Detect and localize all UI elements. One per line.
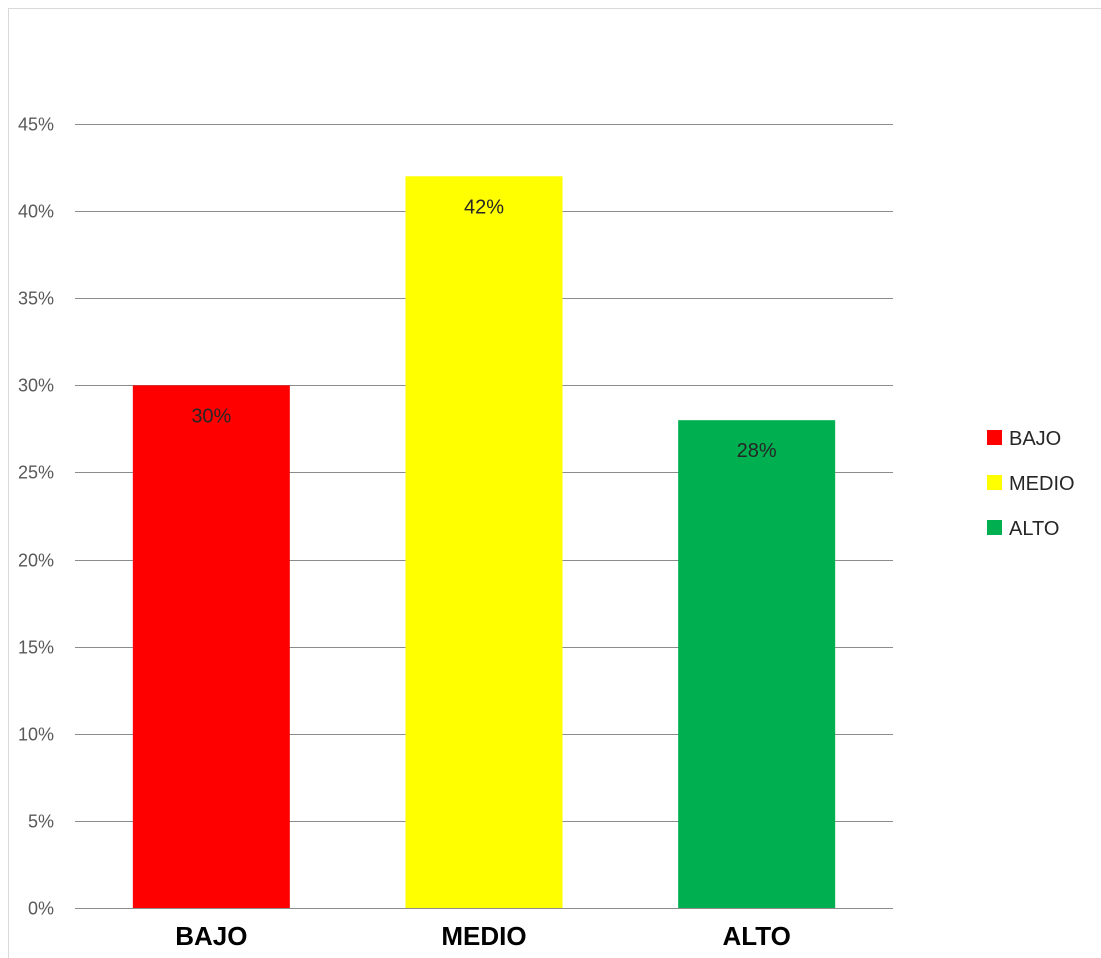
- chart-frame: [8, 8, 1101, 958]
- data-label: 28%: [737, 440, 777, 462]
- bar-medio: [405, 176, 563, 908]
- y-tick-label: 30%: [18, 376, 54, 396]
- data-labels: 30% 42% 28%: [191, 196, 777, 462]
- data-label: 42%: [464, 196, 504, 218]
- bars: [132, 176, 836, 908]
- data-label: 30%: [191, 405, 231, 427]
- x-category-label: ALTO: [722, 921, 790, 951]
- bar-alto: [678, 420, 836, 908]
- y-tick-label: 0%: [28, 899, 54, 919]
- y-tick-label: 5%: [28, 812, 54, 832]
- legend-swatch: [987, 430, 1002, 445]
- legend-swatch: [987, 520, 1002, 535]
- y-tick-label: 20%: [18, 551, 54, 571]
- legend-label: MEDIO: [1009, 473, 1075, 495]
- legend-label: ALTO: [1009, 518, 1059, 540]
- y-axis-tick-labels: 0% 5% 10% 15% 20% 25% 30% 35% 40% 45%: [18, 115, 54, 919]
- y-tick-label: 15%: [18, 638, 54, 658]
- y-tick-label: 45%: [18, 115, 54, 135]
- y-tick-label: 25%: [18, 463, 54, 483]
- x-category-label: MEDIO: [441, 921, 526, 951]
- y-tick-label: 35%: [18, 289, 54, 309]
- y-tick-label: 10%: [18, 725, 54, 745]
- y-tick-label: 40%: [18, 202, 54, 222]
- x-category-label: BAJO: [175, 921, 247, 951]
- bar-bajo: [132, 385, 290, 908]
- legend-label: BAJO: [1009, 428, 1061, 450]
- legend-swatch: [987, 475, 1002, 490]
- x-axis-category-labels: BAJO MEDIO ALTO: [175, 921, 791, 951]
- legend: BAJO MEDIO ALTO: [987, 428, 1075, 540]
